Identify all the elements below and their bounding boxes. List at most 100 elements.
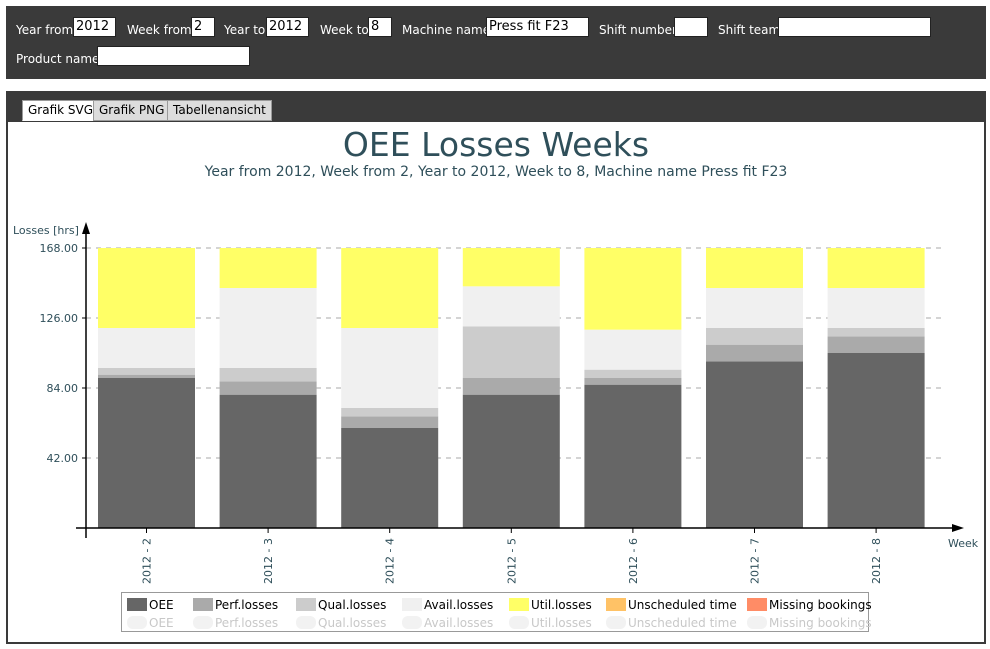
legend-label: Unscheduled time	[628, 616, 737, 630]
legend-swatch	[509, 616, 529, 629]
bar-segment-perf-losses[interactable]	[584, 378, 682, 385]
year-from-input[interactable]: 2012	[73, 17, 116, 37]
product-name-label: Product name	[16, 52, 100, 66]
legend-swatch	[747, 598, 767, 611]
bar-segment-avail-losses[interactable]	[98, 328, 195, 368]
bar-segment-oee[interactable]	[98, 378, 195, 528]
bar-segment-util-losses[interactable]	[341, 248, 439, 328]
machine-name-input[interactable]: Press fit F23	[486, 17, 589, 37]
x-tick-label: 2012 - 7	[749, 538, 762, 584]
legend-label: Qual.losses	[318, 598, 387, 612]
product-name-input[interactable]	[97, 46, 250, 66]
shift-number-label: Shift number	[599, 23, 677, 37]
bar-segment-oee[interactable]	[462, 394, 560, 528]
bar-segment-oee[interactable]	[219, 394, 317, 528]
week-to-label: Week to	[320, 23, 369, 37]
bar-segment-qual-losses[interactable]	[706, 328, 803, 345]
x-tick-label: 2012 - 4	[384, 538, 397, 584]
bar-segment-util-losses[interactable]	[462, 248, 560, 287]
legend-label: Util.losses	[531, 616, 592, 630]
legend-swatch	[402, 598, 422, 611]
bar-segment-qual-losses[interactable]	[219, 368, 317, 382]
machine-name-label: Machine name	[402, 23, 491, 37]
legend-label: Missing bookings	[769, 598, 872, 612]
bar-segment-perf-losses[interactable]	[827, 336, 925, 353]
legend-swatch	[127, 598, 147, 611]
week-from-input[interactable]: 2	[191, 17, 215, 37]
legend-swatch	[606, 616, 626, 629]
y-axis-label: Losses [hrs]	[13, 224, 79, 237]
bar-segment-util-losses[interactable]	[219, 248, 317, 288]
legend-label: Qual.losses	[318, 616, 387, 630]
chart-subtitle: Year from 2012, Week from 2, Year to 201…	[204, 164, 788, 180]
chart-legend: OEE OEE Perf.losses Perf.losses Qual.losses Q…	[121, 592, 872, 632]
x-tick-label: 2012 - 5	[505, 538, 518, 584]
x-tick-label: 2012 - 6	[627, 538, 640, 584]
chart-title: OEE Losses Weeks	[343, 125, 649, 164]
shift-team-input[interactable]	[778, 17, 931, 37]
x-tick-label: 2012 - 2	[141, 538, 154, 584]
bar-segment-avail-losses[interactable]	[706, 288, 803, 328]
week-to-input[interactable]: 8	[368, 17, 392, 37]
legend-label: Avail.losses	[424, 598, 494, 612]
tab-grafik-svg[interactable]: Grafik SVG	[22, 100, 100, 121]
bar-segment-util-losses[interactable]	[706, 248, 803, 288]
bar-segment-perf-losses[interactable]	[706, 344, 803, 362]
bar-segment-avail-losses[interactable]	[827, 288, 925, 328]
legend-label: OEE	[149, 598, 174, 612]
bar-segment-oee[interactable]	[341, 428, 439, 528]
week-from-label: Week from	[127, 23, 192, 37]
y-tick-label: 168.00	[40, 242, 79, 255]
legend-swatch	[193, 616, 213, 629]
bar-segment-oee[interactable]	[827, 353, 925, 528]
bar-segment-perf-losses[interactable]	[219, 381, 317, 395]
legend-swatch	[402, 616, 422, 629]
legend-label: Util.losses	[531, 598, 592, 612]
legend-swatch	[509, 598, 529, 611]
year-from-label: Year from	[16, 23, 74, 37]
year-to-input[interactable]: 2012	[266, 17, 309, 37]
bar-segment-oee[interactable]	[706, 361, 803, 528]
tab-tabellenansicht[interactable]: Tabellenansicht	[167, 100, 272, 121]
legend-swatch	[193, 598, 213, 611]
x-tick-label: 2012 - 3	[262, 538, 275, 584]
bar-segment-avail-losses[interactable]	[462, 286, 560, 327]
legend-label: Perf.losses	[215, 616, 279, 630]
filter-bar: Year from 2012 Week from 2 Year to 2012 …	[6, 6, 986, 79]
bar-segment-avail-losses[interactable]	[219, 288, 317, 368]
bar-segment-perf-losses[interactable]	[462, 378, 560, 395]
legend-label: Unscheduled time	[628, 598, 737, 612]
y-tick-label: 126.00	[40, 312, 79, 325]
legend-swatch	[296, 616, 316, 629]
tab-strip: Grafik SVG Grafik PNG Tabellenansicht	[8, 93, 984, 122]
legend-swatch	[747, 616, 767, 629]
legend-swatch	[127, 616, 147, 629]
legend-label: Avail.losses	[424, 616, 494, 630]
y-tick-label: 84.00	[47, 382, 79, 395]
bar-segment-qual-losses[interactable]	[827, 328, 925, 337]
legend-label: OEE	[149, 616, 174, 630]
bar-segment-util-losses[interactable]	[827, 248, 925, 288]
bar-segment-util-losses[interactable]	[584, 248, 682, 330]
y-axis-arrow	[82, 222, 90, 234]
y-tick-label: 42.00	[47, 452, 79, 465]
bar-segment-qual-losses[interactable]	[462, 326, 560, 378]
legend-swatch	[296, 598, 316, 611]
x-axis-label: Week	[948, 537, 979, 550]
bar-segment-util-losses[interactable]	[98, 248, 195, 328]
bar-segment-perf-losses[interactable]	[98, 374, 195, 378]
legend-label: Missing bookings	[769, 616, 872, 630]
year-to-label: Year to	[224, 23, 266, 37]
bar-segment-qual-losses[interactable]	[98, 368, 195, 375]
x-axis-arrow	[952, 524, 964, 532]
shift-number-input[interactable]	[674, 17, 708, 37]
bar-segment-qual-losses[interactable]	[584, 369, 682, 378]
bar-segment-qual-losses[interactable]	[341, 408, 439, 417]
bar-segment-oee[interactable]	[584, 384, 682, 528]
bar-segment-avail-losses[interactable]	[584, 329, 682, 370]
x-tick-label: 2012 - 8	[870, 538, 883, 584]
bar-segment-avail-losses[interactable]	[341, 328, 439, 408]
bar-segment-perf-losses[interactable]	[341, 416, 439, 428]
legend-label: Perf.losses	[215, 598, 279, 612]
